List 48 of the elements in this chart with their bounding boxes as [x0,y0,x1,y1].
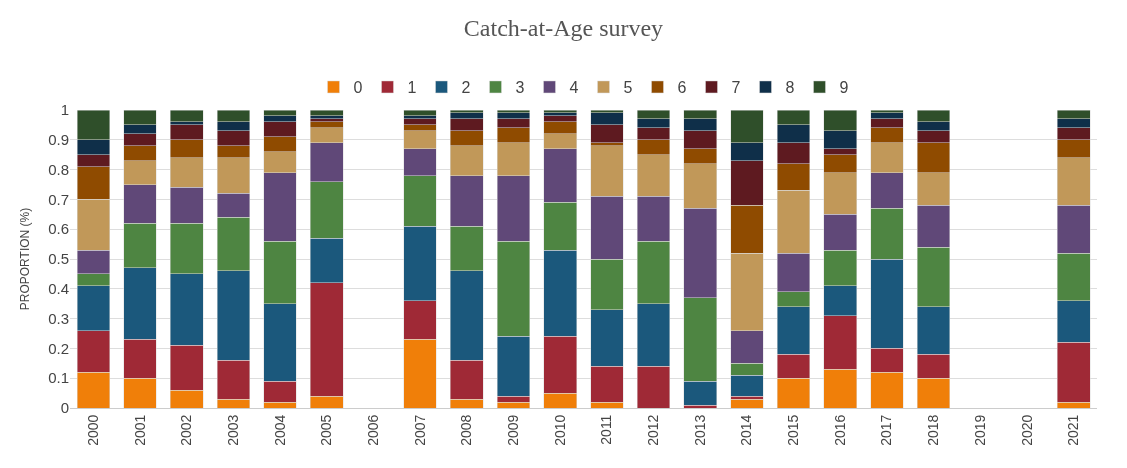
x-tick-label: 2013 [691,414,708,446]
legend-label: 3 [515,79,525,97]
y-tick-label: 0.5 [48,250,69,268]
x-tick-label: 2009 [505,414,522,446]
x-tick-label: 2001 [131,414,148,446]
legend-label: 6 [677,79,687,97]
legend-label: 5 [623,79,633,97]
x-tick-label: 2014 [738,414,755,446]
x-tick-label: 2004 [271,414,288,446]
x-tick-label: 2015 [785,414,802,446]
legend-label: 1 [407,79,417,97]
bar [170,110,204,123]
x-tick-label: 2011 [598,414,615,445]
x-tick-label: 2000 [84,414,101,446]
x-tick-label: 2002 [178,414,195,446]
legend-label: 4 [569,79,579,97]
x-tick-label: 2018 [925,414,942,446]
bar [403,110,437,117]
x-tick-label: 2003 [224,414,241,446]
y-tick-label: 0.9 [48,131,69,149]
y-tick-label: 0.8 [48,160,69,178]
bar [310,110,344,117]
y-tick-label: 0.6 [48,220,69,238]
x-tick-label: 2007 [411,414,428,446]
legend-label: 8 [785,79,795,97]
x-tick-label: 2016 [831,414,848,446]
legend-label: 2 [461,79,471,97]
y-tick-label: 0 [60,399,69,417]
y-tick-label: 0.1 [48,369,69,387]
x-tick-label: 2019 [971,414,988,446]
x-tick-label: 2012 [645,414,662,446]
y-tick-label: 0.2 [48,339,69,357]
legend-label: 9 [839,79,849,97]
x-tick-label: 2021 [1065,414,1082,446]
y-tick-label: 1 [60,101,69,119]
x-tick-label: 2017 [878,414,895,446]
x-tick-label: 2010 [551,414,568,446]
y-tick-label: 0.3 [48,309,69,327]
y-tick-label: 0.7 [48,190,69,208]
x-tick-label: 2020 [1018,414,1035,446]
y-tick-label: 0.4 [48,280,69,298]
y-axis-title: PROPORTION (%) [18,207,33,311]
x-tick-label: 2006 [364,414,381,446]
x-tick-label: 2005 [318,414,335,446]
legend-label: 0 [353,79,363,97]
legend-label: 7 [731,79,741,97]
chart-title: Catch-at-Age survey [463,14,664,41]
x-tick-label: 2008 [458,414,475,446]
